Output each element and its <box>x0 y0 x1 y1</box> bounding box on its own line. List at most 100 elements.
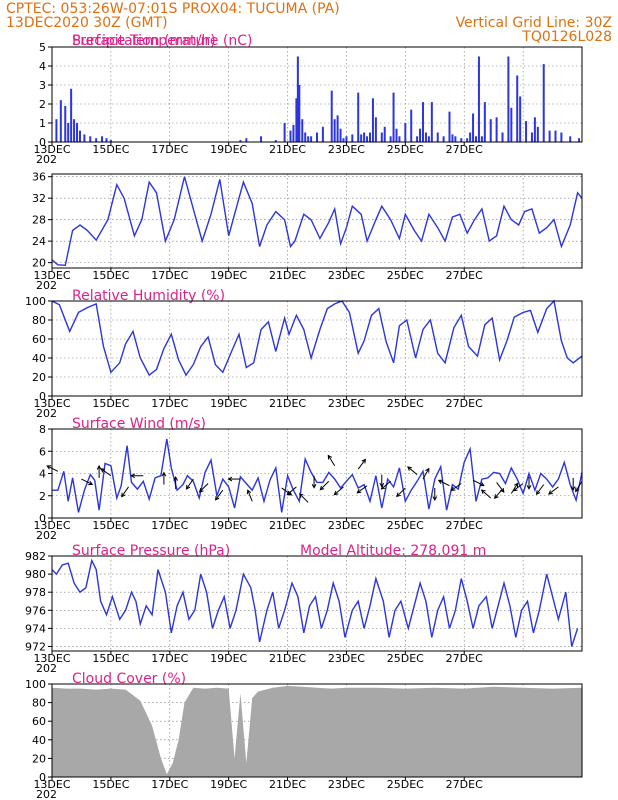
wind-arrow <box>422 468 430 480</box>
pres-ytick-label: 976 <box>25 604 46 617</box>
wind-arrow <box>100 468 112 477</box>
wind-arrow-head <box>100 468 106 473</box>
cloud-xtick-label: 21DEC <box>269 778 306 791</box>
wind-arrow <box>327 455 336 466</box>
pres-xtick-label: 23DEC <box>328 652 365 665</box>
precip-bar <box>70 88 73 142</box>
wind-arrow <box>357 485 368 494</box>
wind-arrow <box>199 483 209 493</box>
rh-frame <box>51 300 583 397</box>
wind-xtick-label: 27DEC <box>446 519 483 532</box>
temp-ytick-label: 28 <box>32 214 46 227</box>
wind-ytick-label: 8 <box>39 423 46 436</box>
precip-bar <box>289 130 292 142</box>
wind-arrow <box>215 489 224 501</box>
precip-bar <box>95 138 98 142</box>
wind-arrow-head <box>130 473 136 479</box>
cloud-xtick-label: 19DEC <box>210 778 247 791</box>
wind-arrow <box>575 481 583 492</box>
wind-arrow-head <box>173 476 179 481</box>
precip-xtick-label: 17DEC <box>151 143 188 156</box>
precip-bar <box>383 126 386 142</box>
temp-line <box>51 176 583 267</box>
wind-arrow <box>438 479 450 487</box>
precip-bar <box>472 113 475 142</box>
pres-xtick-label: 19DEC <box>210 652 247 665</box>
wind-ytick-label: 4 <box>39 468 46 481</box>
precip-bar <box>477 56 480 142</box>
wind-line <box>52 438 583 513</box>
precip-ytick-label: 5 <box>39 41 46 54</box>
precip-bar <box>330 90 333 142</box>
wind-arrow-head <box>450 486 456 491</box>
precip-bar <box>560 132 563 142</box>
wind-arrow-head <box>298 493 304 498</box>
wind-arrow <box>286 486 297 496</box>
precip-bar <box>542 64 545 142</box>
rh-xtick-label: 23DEC <box>328 397 365 410</box>
wind-year-label: 202 <box>36 529 57 542</box>
pres-line <box>51 558 579 647</box>
temp-ytick-label: 20 <box>32 257 46 270</box>
precip-bar <box>569 136 572 142</box>
precip-bar <box>578 138 581 142</box>
precip-bar <box>339 128 342 142</box>
temp-ytick-label: 24 <box>32 235 46 248</box>
pres-panel: Surface Pressure (hPa) Model Altitude: 27… <box>25 543 583 675</box>
wind-arrow-head <box>356 488 362 494</box>
wind-arrow <box>513 483 524 492</box>
wind-arrow <box>407 466 418 475</box>
precip-bar <box>351 134 354 142</box>
precip-xtick-label: 27DEC <box>446 143 483 156</box>
wind-arrow-head <box>361 458 367 464</box>
wind-arrow-head <box>88 480 94 486</box>
precip-bar <box>466 138 469 142</box>
cloud-xtick-label: 27DEC <box>446 778 483 791</box>
wind-arrow <box>247 489 253 502</box>
wind-arrow <box>396 487 406 497</box>
cloud-xtick-label: 13DEC <box>33 778 70 791</box>
wind-ytick-label: 2 <box>39 490 46 503</box>
precip-xtick-label: 15DEC <box>92 143 129 156</box>
wind-arrow-head <box>311 483 317 489</box>
precip-bar <box>419 128 422 142</box>
precip-bar <box>260 136 263 142</box>
cloud-area <box>52 685 582 777</box>
temp-ytick-label: 36 <box>32 171 46 184</box>
wind-arrow-head <box>327 454 333 460</box>
precip-bar <box>416 136 419 142</box>
pres-frame <box>51 555 583 652</box>
wind-arrow <box>451 483 462 491</box>
precip-frame <box>51 46 583 143</box>
wind-arrow-head <box>198 488 204 493</box>
pres-xtick-label: 15DEC <box>92 652 129 665</box>
precip-xtick-label: 19DEC <box>210 143 247 156</box>
precip-bar <box>395 128 398 142</box>
temp-xtick-label: 13DEC <box>33 269 70 282</box>
rh-ytick-label: 20 <box>32 371 46 384</box>
precip-bar <box>422 102 424 142</box>
wind-arrow-head <box>121 492 126 498</box>
wind-arrow <box>299 493 309 503</box>
precip-bar <box>469 132 472 142</box>
wind-arrow <box>381 480 391 490</box>
wind-arrow-head <box>380 485 386 490</box>
temp-xtick-label: 21DEC <box>269 269 306 282</box>
wind-arrow-head <box>161 471 167 477</box>
precip-bar <box>304 132 307 142</box>
wind-arrow-head <box>548 490 553 495</box>
wind-arrow-head <box>480 489 486 495</box>
pres-xtick-label: 25DEC <box>387 652 424 665</box>
pres-title: Surface Pressure (hPa) <box>72 543 230 559</box>
wind-xtick-label: 15DEC <box>92 519 129 532</box>
wind-arrow-head <box>214 495 220 501</box>
precip-bar <box>507 56 510 142</box>
temp-frame <box>51 173 583 269</box>
temp-xtick-label: 27DEC <box>446 269 483 282</box>
cloud-ytick-label: 100 <box>25 678 46 691</box>
precip-bar <box>554 130 557 142</box>
header-station: CPTEC: 053:26W-07:01S PROX04: TUCUMA (PA… <box>6 1 340 17</box>
precip-bar <box>495 117 498 142</box>
precip-bar <box>357 92 360 142</box>
wind-xtick-label: 25DEC <box>387 519 424 532</box>
